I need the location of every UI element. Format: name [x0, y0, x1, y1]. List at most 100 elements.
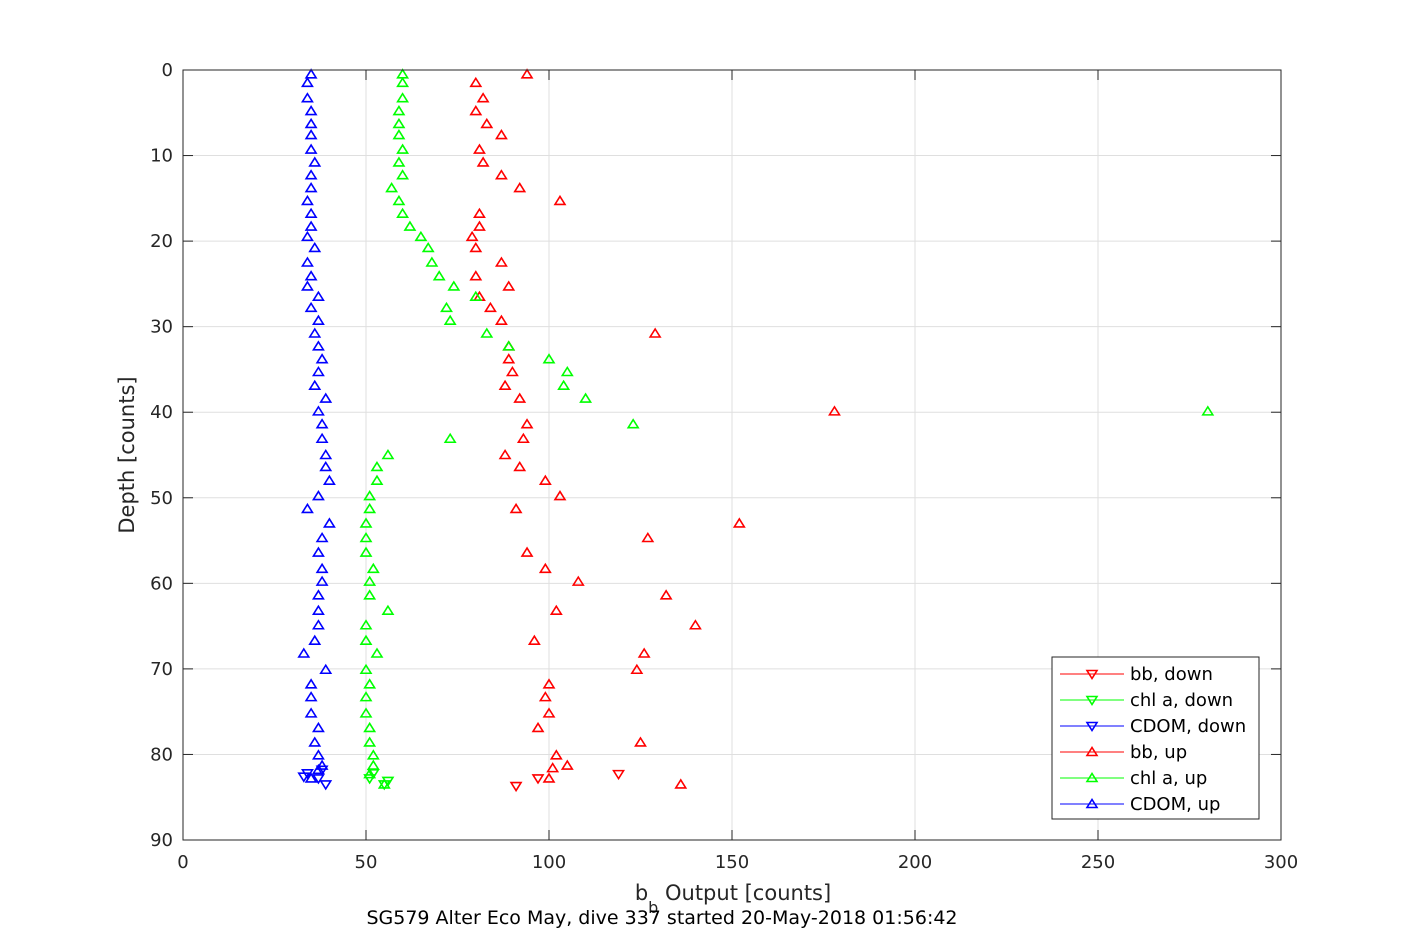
x-axis-label-rest: Output [counts] — [658, 881, 831, 905]
data-point — [363, 490, 377, 501]
legend-label: chl a, up — [1130, 768, 1207, 789]
data-point — [505, 366, 519, 377]
data-point — [304, 691, 318, 702]
y-tick-label: 50 — [150, 488, 173, 509]
data-point — [513, 460, 527, 472]
data-point — [392, 194, 406, 206]
data-point — [359, 619, 373, 630]
data-point — [311, 604, 325, 616]
data-point — [542, 678, 556, 689]
legend-label: CDOM, up — [1130, 794, 1220, 815]
legend-label: CDOM, down — [1130, 716, 1246, 737]
data-point — [363, 678, 377, 689]
y-axis-label: Depth [counts] — [115, 376, 139, 533]
legend-entry: bb, up — [1060, 742, 1187, 763]
x-tick-label: 200 — [898, 852, 932, 873]
y-tick-label: 40 — [150, 402, 173, 423]
data-point — [304, 169, 318, 180]
legend-entry: chl a, up — [1060, 768, 1207, 789]
data-point — [469, 270, 483, 281]
legend: bb, down chl a, down CDOM, down bb, up chl a… — [1051, 656, 1260, 820]
data-point — [315, 531, 329, 543]
data-point — [648, 327, 662, 338]
data-point — [520, 418, 534, 429]
data-point — [308, 634, 322, 645]
data-point — [308, 736, 322, 747]
data-point — [520, 68, 534, 79]
x-tick-label: 0 — [177, 852, 188, 873]
data-point — [392, 129, 406, 140]
data-point — [476, 92, 490, 103]
data-point — [579, 392, 593, 403]
legend-entry: chl a, down — [1060, 690, 1233, 711]
legend-marker — [1085, 695, 1099, 707]
data-point — [396, 207, 410, 219]
legend-marker — [1085, 721, 1099, 733]
y-tick-label: 90 — [150, 830, 173, 851]
data-point — [502, 280, 516, 291]
data-point — [560, 366, 574, 377]
data-point — [315, 562, 329, 574]
data-point — [319, 663, 333, 675]
data-point — [403, 220, 417, 231]
data-point — [465, 230, 479, 242]
data-point — [359, 634, 373, 645]
x-tick-label: 300 — [1264, 852, 1298, 873]
data-point — [381, 448, 395, 460]
data-point — [363, 502, 377, 514]
data-point — [630, 663, 644, 675]
x-axis-label-subscript: b — [648, 898, 658, 917]
data-point — [311, 405, 325, 416]
data-point — [549, 604, 563, 616]
series-4 — [359, 68, 1215, 789]
data-point — [538, 691, 552, 702]
data-point — [300, 280, 314, 291]
legend-label: bb, down — [1130, 664, 1213, 685]
data-point — [315, 432, 329, 444]
data-point — [359, 546, 373, 557]
data-point — [315, 575, 329, 586]
data-point — [498, 448, 512, 460]
series-5 — [297, 68, 336, 783]
data-point — [300, 502, 314, 514]
y-tick-label: 10 — [150, 146, 173, 167]
data-point — [520, 546, 534, 557]
data-point — [359, 707, 373, 718]
data-point — [494, 129, 508, 140]
data-point — [473, 220, 486, 231]
data-point — [319, 448, 333, 460]
data-point — [363, 575, 377, 586]
data-point — [366, 562, 380, 574]
data-point — [304, 678, 318, 689]
data-point — [432, 270, 446, 281]
legend-entry: bb, down — [1060, 664, 1213, 685]
data-point — [304, 772, 318, 783]
data-point — [311, 619, 325, 630]
data-point — [549, 749, 563, 760]
data-point — [516, 432, 530, 444]
data-point — [359, 691, 373, 702]
data-point — [359, 517, 373, 528]
legend-entry: CDOM, down — [1060, 716, 1246, 737]
series-3 — [465, 68, 841, 789]
legend-marker — [1085, 771, 1099, 783]
x-tick-label: 150 — [715, 852, 749, 873]
legend-box — [1051, 656, 1260, 820]
data-markers — [297, 68, 1215, 793]
data-point — [414, 230, 428, 242]
data-point — [363, 774, 377, 785]
data-point — [363, 589, 377, 600]
data-point — [637, 647, 651, 658]
data-point — [308, 379, 322, 391]
data-point — [311, 366, 325, 377]
data-point — [300, 194, 314, 206]
data-point — [527, 634, 541, 645]
data-point — [480, 117, 494, 129]
x-tick-label: 50 — [355, 852, 378, 873]
legend-marker — [1085, 669, 1099, 681]
data-point — [828, 405, 841, 416]
data-point — [319, 460, 333, 472]
data-point — [311, 749, 325, 760]
data-point — [300, 92, 314, 103]
